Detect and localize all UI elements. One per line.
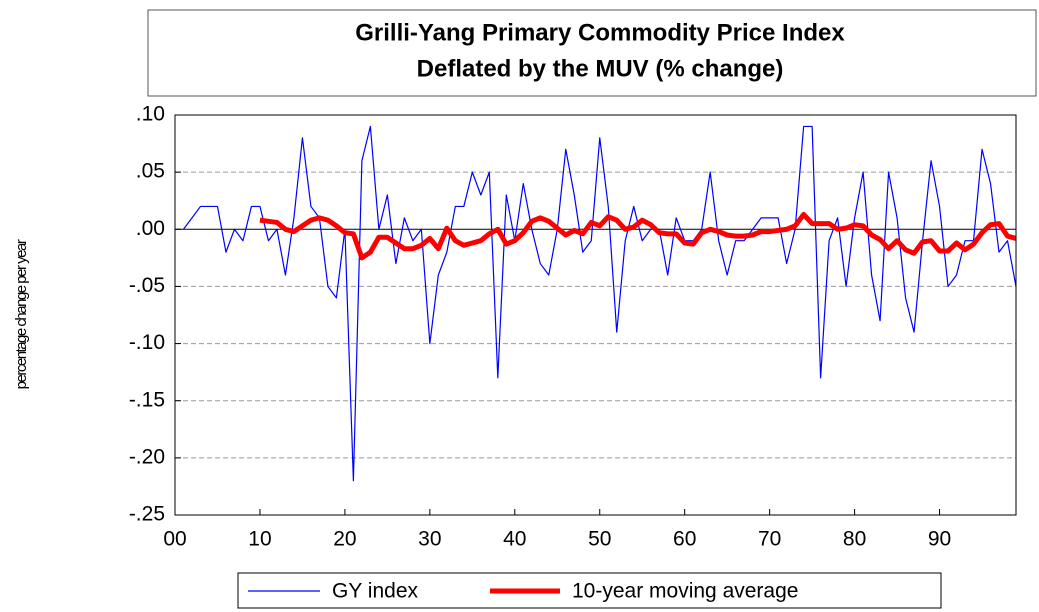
x-tick-label: 30 — [418, 528, 441, 551]
legend-box — [237, 572, 942, 609]
y-tick-label: .05 — [136, 160, 165, 183]
y-tick-label: .10 — [136, 103, 165, 126]
y-tick-label: -.05 — [129, 274, 165, 297]
series-line — [259, 211, 1017, 261]
legend-label: 10-year moving average — [572, 580, 798, 603]
x-tick-label: 10 — [248, 528, 271, 551]
series-line — [183, 125, 1017, 482]
title-box — [147, 9, 1037, 97]
legend: GY index 10-year moving average — [248, 580, 798, 603]
x-tick-label: 20 — [333, 528, 356, 551]
x-tick-label: 70 — [758, 528, 781, 551]
y-tick-label: -.20 — [129, 445, 165, 468]
y-axis-label: percentage change per year — [13, 239, 30, 389]
x-tick-label: 50 — [588, 528, 611, 551]
y-tick-label: -.15 — [129, 388, 165, 411]
y-tick-label: -.10 — [129, 331, 165, 354]
chart-title: Grilli-Yang Primary Commodity Price Inde… — [355, 19, 845, 46]
plot-frame — [174, 114, 1017, 516]
y-tick-label: .00 — [136, 217, 165, 240]
x-tick-label: 60 — [673, 528, 696, 551]
x-tick-label: 90 — [928, 528, 951, 551]
legend-label: GY index — [332, 580, 418, 603]
y-tick-label: -.25 — [129, 503, 165, 526]
x-tick-label: 80 — [843, 528, 866, 551]
x-tick-label: 40 — [503, 528, 526, 551]
chart-subtitle: Deflated by the MUV (% change) — [417, 55, 784, 82]
x-tick-label: 00 — [163, 528, 186, 551]
plot-area: -.25 -.20 -.15 -.10 -.05 .00 .05 .10 00 10 20 30 40 5… — [129, 103, 1017, 551]
